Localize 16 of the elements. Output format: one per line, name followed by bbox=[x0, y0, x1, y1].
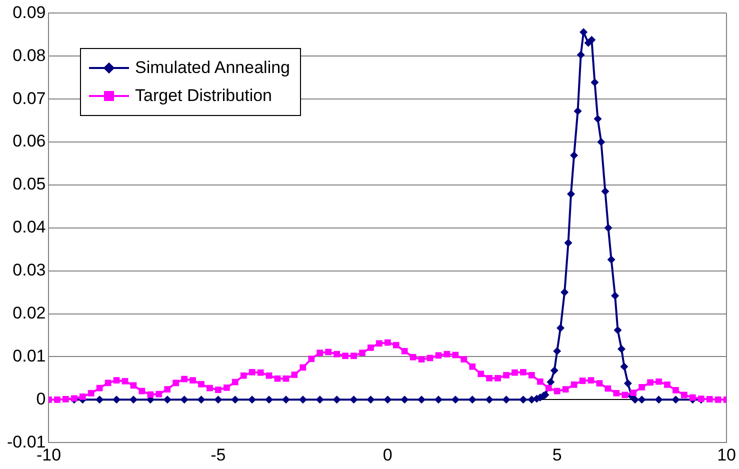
y-tick-label: 0.02 bbox=[12, 303, 46, 322]
y-tick-label: 0.07 bbox=[12, 88, 46, 108]
y-tick-label: 0.05 bbox=[12, 174, 46, 194]
y-tick-label: 0.09 bbox=[12, 2, 46, 22]
y-tick-label: 0.03 bbox=[12, 260, 46, 280]
x-tick-label: 5 bbox=[552, 445, 562, 464]
legend-label: Target Distribution bbox=[135, 86, 272, 106]
x-tick-label: 0 bbox=[382, 445, 392, 464]
y-tick-label: 0.06 bbox=[12, 132, 46, 151]
x-tick-label: 10 bbox=[717, 445, 736, 464]
legend-label: Simulated Annealing bbox=[135, 58, 290, 78]
x-tick-label: -5 bbox=[210, 445, 226, 464]
y-tick-label: 0 bbox=[36, 389, 46, 408]
y-tick-label: 0.08 bbox=[12, 46, 46, 65]
y-tick-label: 0.01 bbox=[12, 346, 46, 366]
y-tick-label: 0.04 bbox=[12, 218, 46, 237]
